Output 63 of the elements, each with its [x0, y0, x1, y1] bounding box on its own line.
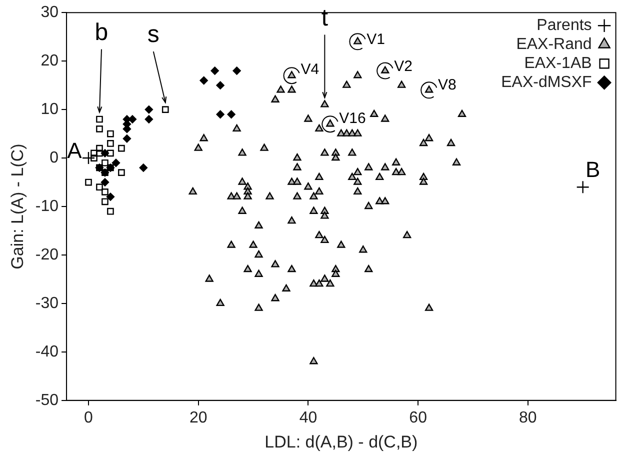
- x-tick-label: 20: [189, 409, 208, 426]
- y-tick-label: -50: [35, 392, 59, 409]
- point: [122, 134, 132, 143]
- y-tick-label: -30: [35, 294, 59, 312]
- annotation: B: [586, 157, 600, 182]
- x-axis-title: LDL: d(A,B) - d(C,B): [264, 432, 418, 452]
- legend-label: EAX-Rand: [516, 36, 592, 54]
- annotation: t: [321, 4, 328, 32]
- point: [576, 180, 590, 194]
- point: [82, 151, 96, 165]
- point: [102, 198, 108, 206]
- annotation: V1: [366, 30, 385, 48]
- point: [200, 76, 208, 85]
- point: [102, 159, 108, 166]
- annotation: b: [94, 18, 108, 46]
- point: [106, 192, 115, 201]
- point: [90, 154, 98, 162]
- point: [102, 188, 108, 196]
- point: [96, 144, 103, 152]
- point: [96, 184, 103, 191]
- y-tick-label: -40: [35, 343, 59, 360]
- y-axis-title: Gain: L(A) - L(C): [8, 144, 27, 270]
- x-tick-label: 40: [299, 409, 318, 426]
- y-tick-label: 0: [50, 149, 59, 166]
- point: [107, 150, 114, 157]
- annotation: V2: [394, 58, 412, 75]
- annotation: V16: [339, 110, 366, 128]
- point: [85, 178, 92, 186]
- point: [216, 81, 224, 90]
- point: [144, 105, 154, 114]
- point: [112, 158, 120, 167]
- y-tick-label: -20: [35, 246, 59, 264]
- point: [107, 130, 114, 138]
- point: [100, 178, 110, 186]
- point: [232, 66, 241, 75]
- y-tick-label: 20: [40, 52, 59, 70]
- x-tick-label: 60: [409, 409, 428, 426]
- point: [216, 110, 224, 118]
- point: [107, 140, 114, 147]
- point: [118, 169, 125, 176]
- point: [90, 150, 98, 157]
- point: [144, 115, 154, 124]
- point: [139, 164, 148, 172]
- annotation: V4: [300, 60, 320, 78]
- y-tick-label: -10: [35, 198, 59, 215]
- legend-label: Parents: [536, 17, 592, 34]
- annotation: A: [67, 138, 82, 164]
- point: [118, 144, 125, 152]
- point: [107, 208, 114, 215]
- y-tick-label: 10: [40, 100, 59, 118]
- x-tick-label: 0: [84, 409, 94, 426]
- legend-label: EAX-1AB: [524, 55, 592, 72]
- point: [96, 116, 103, 123]
- point: [162, 106, 169, 113]
- point: [96, 126, 103, 132]
- annotation: s: [147, 21, 160, 48]
- point: [96, 150, 103, 157]
- y-tick-label: 30: [40, 4, 59, 22]
- annotation: V8: [438, 76, 456, 94]
- legend-label: EAX-dMSXF: [501, 74, 592, 92]
- x-tick-label: 80: [519, 409, 537, 426]
- point: [227, 110, 236, 118]
- point: [210, 66, 219, 75]
